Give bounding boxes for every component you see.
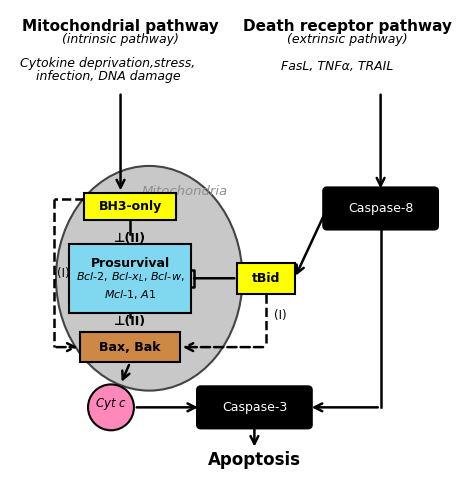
Text: infection, DNA damage: infection, DNA damage — [36, 70, 181, 83]
Text: $\it{Bcl}$-$\it{2}$, $\it{Bcl}$-$\it{x}_\mathit{L}$, $\it{Bcl}$-$\it{w}$,: $\it{Bcl}$-$\it{2}$, $\it{Bcl}$-$\it{x}_… — [76, 271, 184, 285]
Text: $\it{Mcl}$-$\it{1}$, $\it{A1}$: $\it{Mcl}$-$\it{1}$, $\it{A1}$ — [104, 288, 156, 301]
Text: tBid: tBid — [252, 272, 280, 285]
FancyBboxPatch shape — [81, 332, 180, 362]
Ellipse shape — [56, 166, 242, 391]
Text: Caspase-8: Caspase-8 — [348, 202, 413, 215]
Text: (intrinsic pathway): (intrinsic pathway) — [62, 33, 179, 46]
Text: Caspase-3: Caspase-3 — [222, 401, 287, 414]
Text: Cytokine deprivation,stress,: Cytokine deprivation,stress, — [20, 58, 196, 71]
Text: (I): (I) — [57, 267, 70, 280]
Text: Prosurvival: Prosurvival — [91, 257, 170, 270]
Text: Bax, Bak: Bax, Bak — [100, 341, 161, 354]
Text: BH3-only: BH3-only — [99, 200, 162, 213]
FancyBboxPatch shape — [237, 263, 294, 294]
Text: ⊥(II): ⊥(II) — [114, 314, 146, 328]
Circle shape — [88, 384, 134, 430]
Text: Mitochondrial pathway: Mitochondrial pathway — [22, 19, 219, 34]
FancyBboxPatch shape — [323, 188, 438, 229]
FancyBboxPatch shape — [197, 386, 312, 428]
FancyBboxPatch shape — [84, 193, 176, 220]
Text: Cyt $\it{c}$: Cyt $\it{c}$ — [95, 396, 127, 412]
Text: Death receptor pathway: Death receptor pathway — [243, 19, 452, 34]
Text: (extrinsic pathway): (extrinsic pathway) — [287, 33, 408, 46]
Text: Mitochondria: Mitochondria — [142, 185, 228, 198]
Text: FasL, TNFα, TRAIL: FasL, TNFα, TRAIL — [282, 60, 394, 73]
FancyBboxPatch shape — [69, 244, 191, 312]
Text: ⊥(II): ⊥(II) — [114, 232, 146, 245]
Text: Apoptosis: Apoptosis — [208, 451, 301, 469]
Text: (I): (I) — [273, 309, 286, 322]
